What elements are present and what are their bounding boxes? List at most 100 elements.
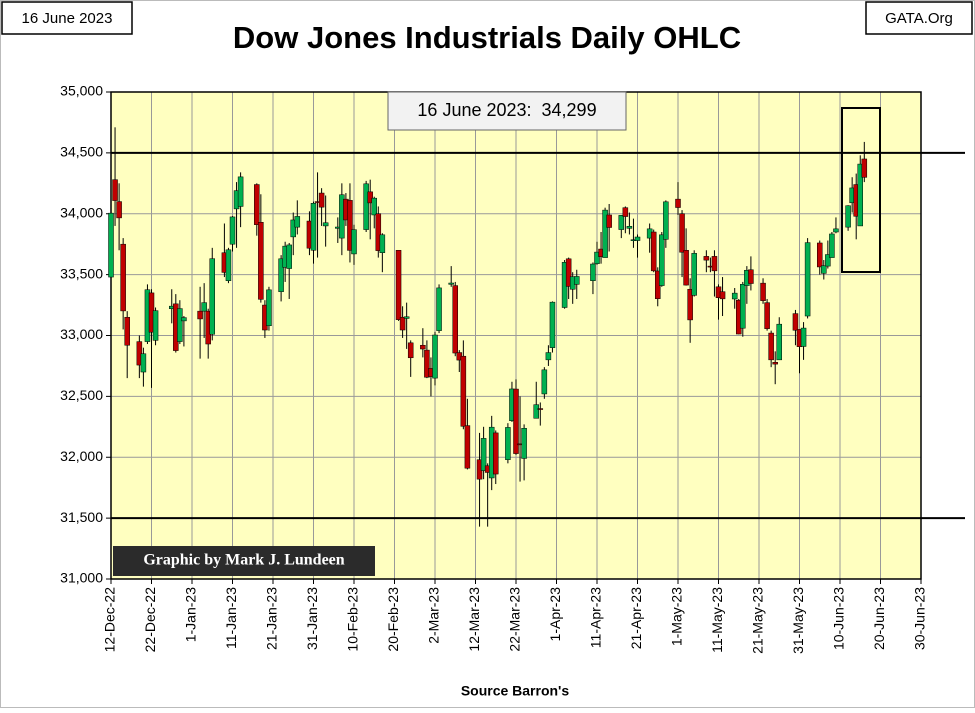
y-tick-label: 34,500 bbox=[60, 144, 103, 160]
candle-body bbox=[480, 438, 487, 471]
y-tick-label: 34,000 bbox=[60, 204, 103, 220]
candle-body bbox=[286, 244, 292, 269]
candle-body bbox=[181, 317, 187, 322]
candle-body bbox=[152, 310, 159, 341]
x-tick-label: 2-Mar-23 bbox=[426, 587, 442, 644]
candle-body bbox=[237, 176, 244, 207]
candle-body bbox=[290, 219, 296, 238]
annotation: 16 June 2023: 34,299 bbox=[417, 100, 596, 120]
candle-body bbox=[347, 200, 353, 251]
candle-body bbox=[574, 276, 580, 285]
y-tick-label: 31,000 bbox=[60, 570, 103, 586]
candle-body bbox=[371, 197, 377, 216]
candle-body bbox=[254, 184, 260, 225]
candle-body bbox=[857, 163, 863, 227]
y-tick-label: 35,000 bbox=[60, 83, 103, 99]
candle-body bbox=[403, 316, 410, 319]
candle-body bbox=[533, 404, 539, 419]
x-tick-label: 11-Jan-23 bbox=[223, 587, 239, 649]
candle-body bbox=[549, 301, 556, 348]
candle-body bbox=[537, 408, 544, 410]
candle-body bbox=[825, 254, 831, 267]
x-tick-label: 30-Jun-23 bbox=[912, 587, 928, 650]
candle-body bbox=[407, 342, 414, 359]
x-tick-label: 21-May-23 bbox=[750, 587, 766, 654]
candle-body bbox=[258, 222, 264, 300]
y-tick-label: 33,500 bbox=[60, 265, 103, 281]
candle-body bbox=[760, 282, 766, 301]
candle-body bbox=[436, 287, 442, 331]
x-tick-label: 11-May-23 bbox=[709, 587, 725, 653]
candle-body bbox=[225, 249, 232, 281]
candle-body bbox=[395, 250, 402, 320]
date-label: 16 June 2023 bbox=[22, 10, 113, 27]
candle-body bbox=[197, 310, 203, 320]
candle-body bbox=[618, 215, 625, 230]
x-tick-label: 31-Jan-23 bbox=[304, 587, 320, 650]
x-tick-label: 21-Apr-23 bbox=[628, 587, 644, 649]
candle-body bbox=[367, 191, 373, 204]
candle-body bbox=[590, 263, 596, 281]
annotation-box bbox=[387, 91, 627, 131]
candle-body bbox=[493, 432, 499, 475]
candle-body bbox=[278, 258, 284, 292]
candle-body bbox=[764, 302, 770, 329]
candle-body bbox=[124, 316, 130, 346]
x-tick-label: 1-Jan-23 bbox=[183, 587, 199, 642]
candle-body bbox=[177, 308, 183, 342]
candle-body bbox=[719, 291, 726, 300]
candle-body bbox=[650, 231, 657, 272]
candle-body bbox=[675, 198, 681, 208]
candle-body bbox=[424, 349, 430, 378]
site-box bbox=[865, 1, 973, 35]
candle-body bbox=[602, 209, 608, 258]
x-tick-label: 1-May-23 bbox=[669, 587, 685, 646]
candle-body bbox=[209, 258, 215, 335]
candle-body bbox=[711, 256, 718, 272]
candle-body bbox=[460, 355, 467, 427]
x-tick-label: 1-Apr-23 bbox=[547, 587, 563, 642]
x-tick-label: 10-Feb-23 bbox=[345, 587, 361, 652]
x-tick-label: 31-May-23 bbox=[790, 587, 806, 654]
x-tick-label: 12-Dec-22 bbox=[102, 587, 118, 653]
candle-body bbox=[687, 288, 693, 321]
candle-body bbox=[521, 428, 527, 459]
candle-body bbox=[464, 425, 471, 469]
x-tick-label: 20-Jun-23 bbox=[871, 587, 887, 650]
highlight-box bbox=[841, 107, 881, 273]
candle-body bbox=[318, 192, 325, 208]
candle-body bbox=[683, 250, 689, 286]
candle-body bbox=[776, 323, 782, 361]
candle-body bbox=[829, 233, 835, 258]
x-tick-label: 22-Mar-23 bbox=[507, 587, 523, 652]
candle-body bbox=[565, 258, 572, 287]
candle-body bbox=[399, 316, 406, 331]
candle-body bbox=[740, 283, 746, 329]
candle-body bbox=[513, 388, 519, 454]
candle-body bbox=[659, 234, 665, 286]
credit-box bbox=[113, 546, 375, 576]
candle-body bbox=[136, 341, 143, 366]
candle-body bbox=[861, 158, 868, 178]
candle-body bbox=[120, 243, 126, 312]
candle-body bbox=[703, 256, 710, 261]
candle-body bbox=[594, 251, 600, 264]
y-tick-label: 33,000 bbox=[60, 326, 103, 342]
candle-body bbox=[294, 216, 301, 228]
candle-body bbox=[634, 236, 641, 241]
x-axis-label: Source Barron's bbox=[461, 683, 570, 699]
candle-body bbox=[112, 179, 118, 201]
y-tick-label: 32,500 bbox=[60, 387, 103, 403]
candle-body bbox=[310, 203, 317, 251]
candle-body bbox=[817, 242, 823, 268]
candle-body bbox=[833, 228, 839, 233]
credit: Graphic by Mark J. Lundeen bbox=[143, 552, 344, 569]
candle-body bbox=[541, 369, 548, 395]
candle-body bbox=[420, 344, 426, 350]
candle-body bbox=[768, 332, 774, 361]
candle-body bbox=[804, 242, 811, 317]
candle-body bbox=[748, 269, 754, 284]
candle-body bbox=[800, 327, 807, 347]
candle-body bbox=[363, 183, 369, 230]
candle-body bbox=[691, 253, 697, 296]
